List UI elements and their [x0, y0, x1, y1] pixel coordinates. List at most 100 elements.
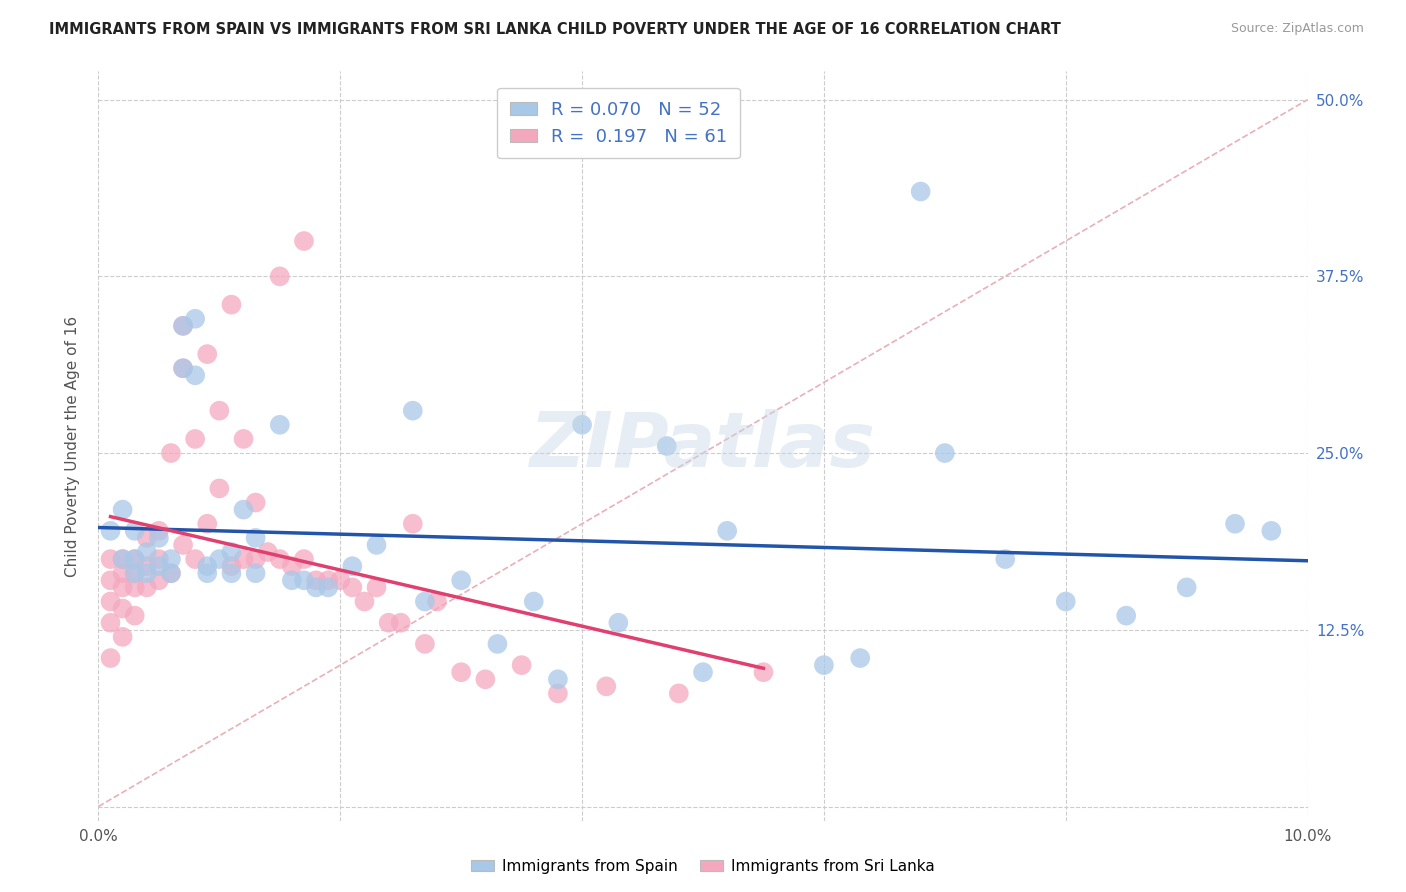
Point — [353, 594, 375, 608]
Point — [474, 673, 496, 687]
Point — [135, 545, 157, 559]
Point — [281, 574, 304, 588]
Point — [221, 545, 243, 559]
Point — [111, 566, 134, 581]
Point — [184, 432, 207, 446]
Point — [305, 574, 328, 588]
Point — [692, 665, 714, 680]
Point — [752, 665, 775, 680]
Point — [124, 608, 146, 623]
Point — [124, 580, 146, 594]
Point — [148, 524, 170, 538]
Point — [269, 417, 291, 432]
Point — [124, 524, 146, 538]
Point — [124, 552, 146, 566]
Point — [221, 559, 243, 574]
Point — [377, 615, 399, 630]
Point — [160, 446, 183, 460]
Point — [292, 552, 315, 566]
Point — [148, 574, 170, 588]
Point — [184, 311, 207, 326]
Point — [172, 318, 194, 333]
Point — [232, 432, 254, 446]
Point — [316, 580, 339, 594]
Point — [934, 446, 956, 460]
Point — [329, 574, 352, 588]
Point — [607, 615, 630, 630]
Point — [160, 566, 183, 581]
Point — [849, 651, 872, 665]
Point — [245, 531, 267, 545]
Point — [195, 516, 218, 531]
Point — [402, 516, 425, 531]
Point — [184, 368, 207, 383]
Point — [135, 580, 157, 594]
Point — [450, 574, 472, 588]
Point — [111, 601, 134, 615]
Point — [221, 566, 243, 581]
Point — [256, 545, 278, 559]
Point — [426, 594, 449, 608]
Point — [366, 580, 388, 594]
Point — [124, 566, 146, 581]
Point — [124, 566, 146, 581]
Point — [305, 580, 328, 594]
Point — [195, 566, 218, 581]
Point — [148, 559, 170, 574]
Point — [655, 439, 678, 453]
Point — [245, 566, 267, 581]
Point — [571, 417, 593, 432]
Point — [232, 552, 254, 566]
Point — [100, 651, 122, 665]
Point — [486, 637, 509, 651]
Point — [111, 552, 134, 566]
Point — [269, 552, 291, 566]
Text: IMMIGRANTS FROM SPAIN VS IMMIGRANTS FROM SRI LANKA CHILD POVERTY UNDER THE AGE O: IMMIGRANTS FROM SPAIN VS IMMIGRANTS FROM… — [49, 22, 1062, 37]
Y-axis label: Child Poverty Under the Age of 16: Child Poverty Under the Age of 16 — [65, 316, 80, 576]
Point — [402, 403, 425, 417]
Point — [208, 403, 231, 417]
Point — [208, 552, 231, 566]
Point — [135, 531, 157, 545]
Point — [292, 234, 315, 248]
Text: ZIPatlas: ZIPatlas — [530, 409, 876, 483]
Point — [184, 552, 207, 566]
Point — [292, 574, 315, 588]
Point — [413, 637, 436, 651]
Point — [245, 552, 267, 566]
Point — [413, 594, 436, 608]
Point — [366, 538, 388, 552]
Legend: Immigrants from Spain, Immigrants from Sri Lanka: Immigrants from Spain, Immigrants from S… — [465, 853, 941, 880]
Text: Source: ZipAtlas.com: Source: ZipAtlas.com — [1230, 22, 1364, 36]
Point — [1260, 524, 1282, 538]
Point — [100, 524, 122, 538]
Point — [716, 524, 738, 538]
Point — [111, 630, 134, 644]
Point — [342, 580, 364, 594]
Point — [111, 580, 134, 594]
Point — [124, 552, 146, 566]
Point — [668, 686, 690, 700]
Point — [160, 566, 183, 581]
Point — [595, 679, 617, 693]
Point — [100, 552, 122, 566]
Point — [547, 673, 569, 687]
Point — [172, 361, 194, 376]
Point — [523, 594, 546, 608]
Point — [148, 552, 170, 566]
Point — [208, 482, 231, 496]
Point — [135, 566, 157, 581]
Point — [160, 552, 183, 566]
Point — [1115, 608, 1137, 623]
Point — [111, 552, 134, 566]
Point — [195, 347, 218, 361]
Point — [100, 574, 122, 588]
Point — [1223, 516, 1246, 531]
Point — [1054, 594, 1077, 608]
Point — [111, 502, 134, 516]
Point — [232, 502, 254, 516]
Point — [195, 559, 218, 574]
Point — [1175, 580, 1198, 594]
Point — [994, 552, 1017, 566]
Point — [135, 559, 157, 574]
